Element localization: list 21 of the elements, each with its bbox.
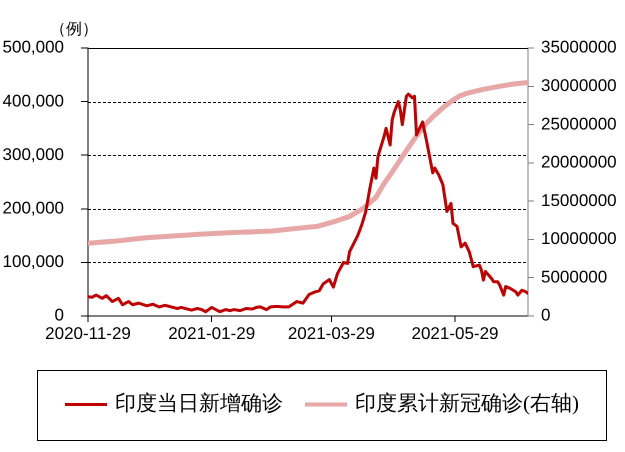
x-tick-label: 2021-05-29 xyxy=(412,324,498,343)
y2-tick-label: 20000000 xyxy=(541,152,617,172)
y2-tick-label: 10000000 xyxy=(541,229,617,248)
y2-tick-label: 25000000 xyxy=(541,114,617,134)
x-tick-label: 2021-03-29 xyxy=(288,324,375,343)
y2-tick-label: 30000000 xyxy=(541,76,617,95)
y-tick-label: 400,000 xyxy=(2,91,64,110)
y-tick-label: 500,000 xyxy=(2,38,64,57)
legend-label: 印度当日新增确诊 xyxy=(115,391,284,416)
y-tick-label: 0 xyxy=(54,306,64,325)
y2-tick-label: 35000000 xyxy=(541,38,617,57)
y2-tick-label: 15000000 xyxy=(541,190,617,210)
legend-label: 印度累计新冠确诊(右轴) xyxy=(355,391,580,416)
x-tick-label: 2021-01-29 xyxy=(168,324,256,343)
y2-tick-label: 0 xyxy=(541,306,550,325)
x-tick-label: 2020-11-29 xyxy=(45,324,131,343)
y-axis-title: （例） xyxy=(50,21,98,38)
y-tick-label: 300,000 xyxy=(2,144,64,164)
y-tick-label: 100,000 xyxy=(2,252,64,272)
y2-tick-label: 5000000 xyxy=(541,267,608,286)
y-tick-label: 200,000 xyxy=(2,198,64,218)
